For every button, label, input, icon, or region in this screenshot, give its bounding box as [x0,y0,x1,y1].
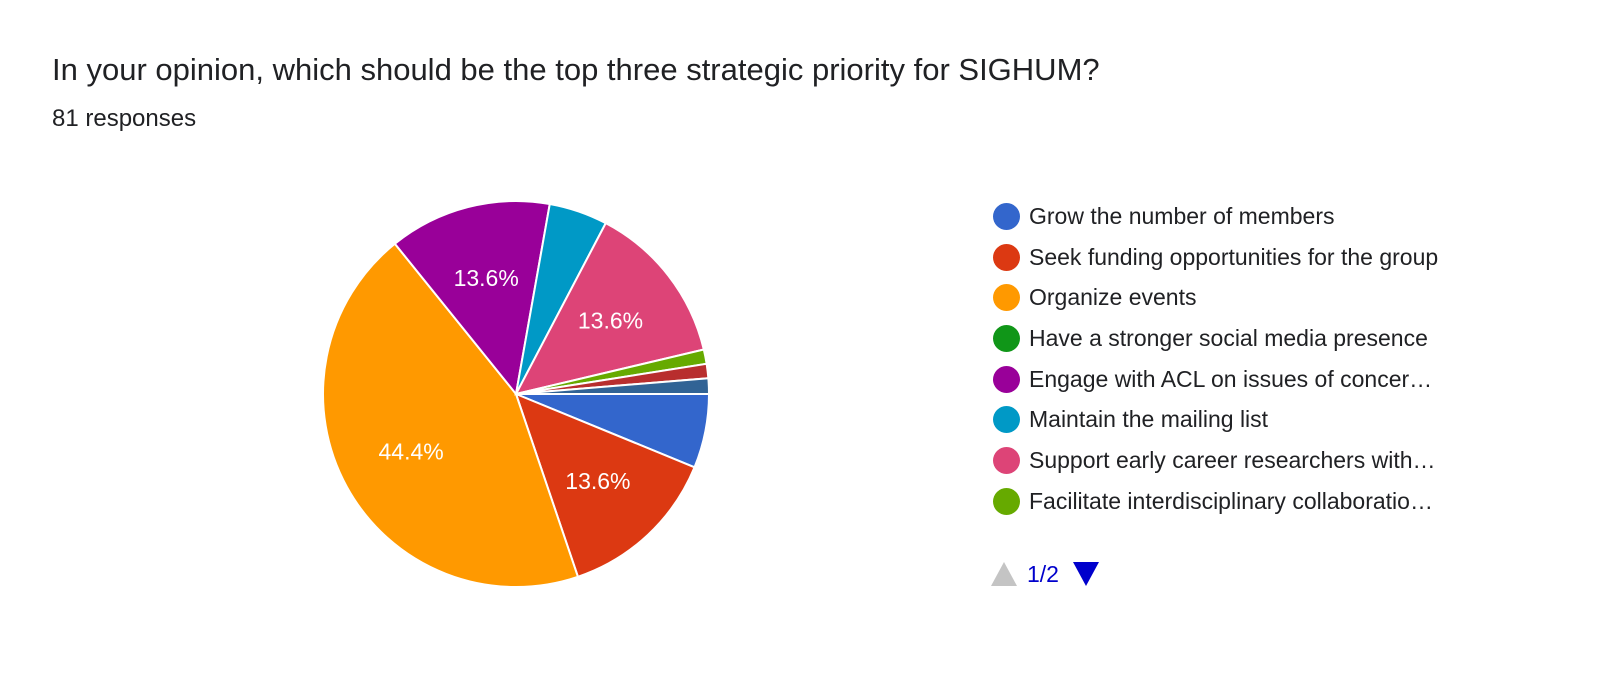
legend-swatch-icon [993,324,1020,352]
pie-slice-5[interactable] [514,221,706,396]
chart-title: In your opinion, which should be the top… [52,52,1100,87]
legend-swatch-icon [993,446,1020,474]
legend-swatch-icon [993,487,1020,515]
legend-label: Facilitate interdisciplinary collaborati… [1029,487,1433,514]
pie-slice-1[interactable] [514,392,696,579]
legend-label: Support early career researchers with… [1029,446,1436,473]
pie-slice-3[interactable] [393,200,551,397]
legend-label: Seek funding opportunities for the group [1029,243,1439,270]
legend-label: Grow the number of members [1029,202,1335,229]
response-count: 81 responses [52,105,197,132]
slice-label-5: 13.6% [578,308,643,334]
slice-label-1: 13.6% [565,468,630,494]
pie-slice-2[interactable] [322,242,580,588]
legend-swatch-icon [993,243,1020,271]
legend-item-7[interactable]: Facilitate interdisciplinary collaborati… [993,481,1438,522]
legend-item-5[interactable]: Maintain the mailing list [993,399,1438,440]
legend-label: Have a stronger social media presence [1029,324,1428,351]
legend: Grow the number of members Seek funding o… [993,196,1438,522]
page-up-icon[interactable] [991,562,1017,586]
pie-slice-8[interactable] [515,377,711,395]
legend-swatch-icon [993,365,1020,393]
legend-swatch-icon [993,406,1020,434]
legend-label: Maintain the mailing list [1029,406,1269,433]
legend-item-2[interactable]: Organize events [993,277,1438,318]
legend-item-6[interactable]: Support early career researchers with… [993,440,1438,481]
legend-item-0[interactable]: Grow the number of members [993,196,1438,237]
legend-item-1[interactable]: Seek funding opportunities for the group [993,237,1438,278]
slice-label-3: 13.6% [454,265,519,291]
legend-item-4[interactable]: Engage with ACL on issues of concer… [993,359,1438,400]
legend-pager: 1/2 [991,558,1099,590]
page-down-icon[interactable] [1072,562,1099,586]
legend-label: Engage with ACL on issues of concer… [1029,365,1433,392]
legend-label: Organize events [1029,284,1197,311]
legend-swatch-icon [993,202,1020,230]
legend-swatch-icon [993,284,1020,312]
slice-label-2: 44.4% [378,439,443,465]
page-indicator: 1/2 [1027,560,1059,587]
legend-item-3[interactable]: Have a stronger social media presence [993,318,1438,359]
